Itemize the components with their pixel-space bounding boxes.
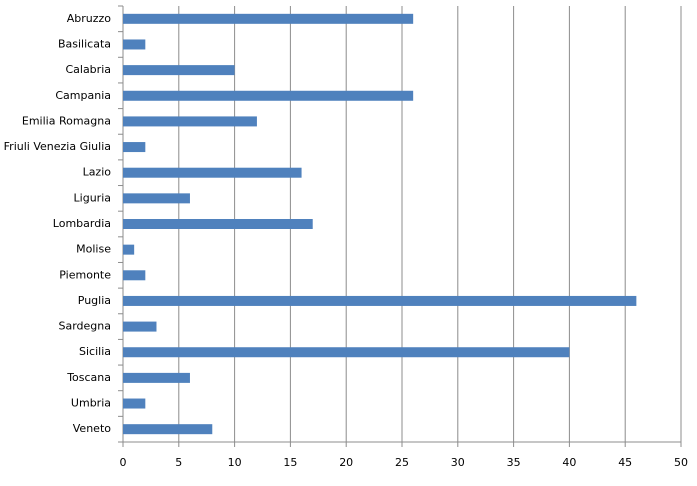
y-tick-label: Sardegna bbox=[59, 320, 112, 333]
x-tick-label: 5 bbox=[175, 456, 182, 469]
y-tick-label: Friuli Venezia Giulia bbox=[4, 140, 111, 153]
bar bbox=[123, 372, 190, 383]
y-tick-label: Lazio bbox=[83, 166, 112, 179]
bar bbox=[123, 398, 146, 409]
bar bbox=[123, 295, 637, 306]
x-tick-label: 35 bbox=[507, 456, 521, 469]
y-tick-label: Liguria bbox=[74, 191, 111, 204]
bar bbox=[123, 321, 157, 332]
bar bbox=[123, 13, 414, 24]
y-tick-label: Emilia Romagna bbox=[22, 114, 111, 127]
x-tick-label: 40 bbox=[562, 456, 576, 469]
bar bbox=[123, 219, 313, 229]
x-tick-label: 50 bbox=[674, 456, 688, 469]
bar bbox=[123, 424, 213, 435]
y-tick-label: Lombardia bbox=[53, 217, 111, 230]
y-tick-label: Piemonte bbox=[59, 268, 111, 281]
bar bbox=[123, 65, 235, 76]
y-tick-label: Toscana bbox=[66, 371, 111, 384]
bar bbox=[123, 347, 570, 358]
y-tick-label: Calabria bbox=[65, 63, 111, 76]
x-tick-label: 25 bbox=[395, 456, 409, 469]
x-tick-label: 0 bbox=[120, 456, 127, 469]
y-tick-label: Puglia bbox=[78, 294, 111, 307]
bar bbox=[123, 193, 190, 204]
bar bbox=[123, 90, 414, 101]
x-tick-label: 15 bbox=[283, 456, 297, 469]
y-tick-label: Umbria bbox=[71, 397, 111, 410]
y-tick-label: Sicilia bbox=[79, 345, 111, 358]
y-tick-label: Basilicata bbox=[58, 37, 111, 50]
x-tick-label: 20 bbox=[339, 456, 353, 469]
bar bbox=[123, 270, 146, 281]
y-tick-label: Molise bbox=[76, 243, 111, 256]
x-tick-label: 45 bbox=[618, 456, 632, 469]
bar bbox=[123, 116, 257, 127]
bar bbox=[123, 167, 302, 178]
y-tick-label: Veneto bbox=[73, 422, 111, 435]
bar bbox=[123, 142, 146, 153]
y-tick-label: Campania bbox=[55, 89, 111, 102]
bar bbox=[123, 39, 146, 50]
y-tick-label: Abruzzo bbox=[67, 12, 112, 25]
x-tick-label: 30 bbox=[451, 456, 465, 469]
x-tick-label: 10 bbox=[228, 456, 242, 469]
bar bbox=[123, 244, 135, 255]
